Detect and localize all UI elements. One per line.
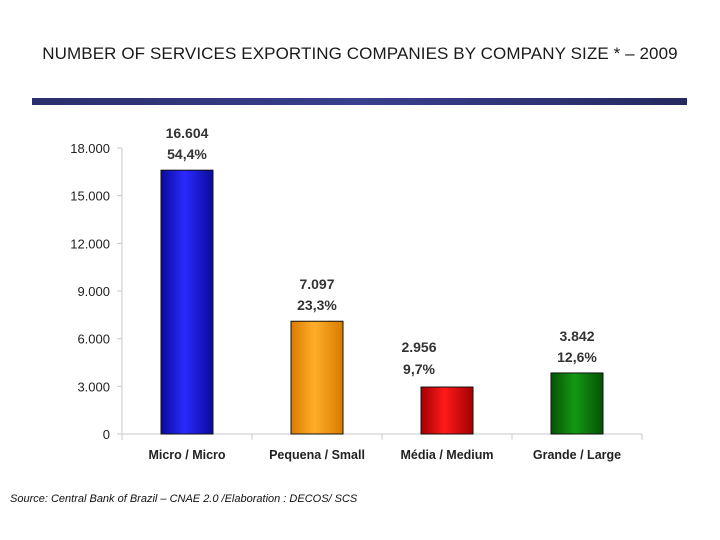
value-label: 16.604 [166, 125, 209, 141]
percent-label: 54,4% [167, 146, 207, 162]
value-label: 7.097 [299, 276, 334, 292]
title-underline-bar [32, 98, 687, 105]
y-tick-label: 18.000 [70, 141, 110, 156]
x-category-label: Pequena / Small [269, 448, 365, 462]
percent-label: 23,3% [297, 297, 337, 313]
x-category-label: Média / Medium [400, 448, 493, 462]
y-tick-label: 9.000 [77, 284, 110, 299]
percent-label: 12,6% [557, 349, 597, 365]
y-axis: 0 3.000 6.000 9.000 12.000 15.000 18.000 [70, 141, 123, 442]
value-label: 3.842 [559, 328, 594, 344]
y-tick-label: 3.000 [77, 379, 110, 394]
x-axis [121, 433, 643, 440]
x-category-label: Micro / Micro [148, 448, 225, 462]
percent-label: 9,7% [403, 361, 435, 377]
y-tick-label: 0 [103, 427, 110, 442]
bar-2 [290, 320, 344, 435]
y-tick-label: 15.000 [70, 189, 110, 204]
y-tick-label: 12.000 [70, 236, 110, 251]
bar-series [160, 169, 604, 435]
y-tick-label: 6.000 [77, 332, 110, 347]
bar-1 [160, 169, 214, 435]
bar-4 [550, 372, 604, 435]
value-label: 2.956 [401, 339, 436, 355]
bar-3 [420, 386, 474, 435]
source-note: Source: Central Bank of Brazil – CNAE 2.… [10, 493, 358, 505]
x-category-label: Grande / Large [533, 448, 621, 462]
chart-title: NUMBER OF SERVICES EXPORTING COMPANIES B… [42, 44, 678, 63]
data-labels: Micro / Micro 16.604 54,4% Pequena / Small 7… [148, 125, 621, 462]
